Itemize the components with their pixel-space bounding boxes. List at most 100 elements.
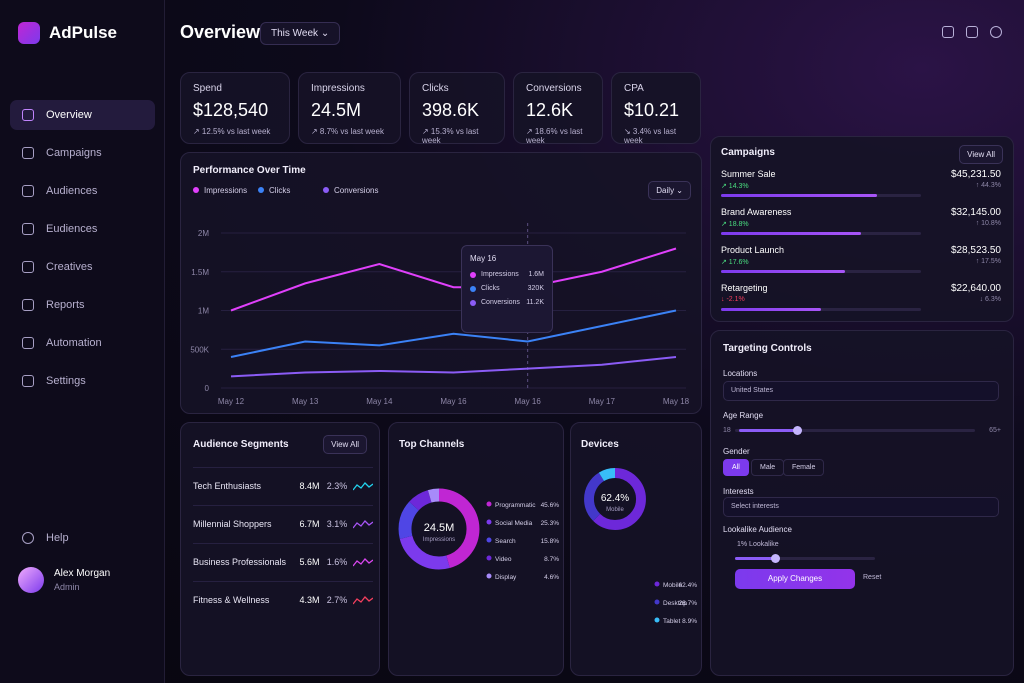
campaign-secondary: ↑ 44.3% bbox=[975, 182, 1001, 189]
gender-option[interactable]: Female bbox=[783, 459, 825, 476]
campaign-progress-fill bbox=[721, 270, 845, 273]
view-all-button[interactable]: View All bbox=[323, 435, 367, 454]
performance-panel: Performance Over Time Daily ⌄ 0 500K 1M 1.5… bbox=[180, 152, 702, 414]
y-tick-label: 2M bbox=[198, 229, 209, 238]
campaign-progress bbox=[721, 308, 921, 311]
location-select[interactable]: United States bbox=[723, 381, 999, 401]
field-label: Gender bbox=[723, 447, 750, 456]
nav-icon bbox=[22, 337, 34, 349]
page-title: Overview bbox=[180, 22, 261, 42]
campaign-amount: $32,145.00 bbox=[950, 207, 1001, 218]
legend-dot bbox=[486, 573, 492, 579]
nav-item[interactable]: Creatives bbox=[10, 252, 155, 282]
x-tick-label: May 14 bbox=[366, 397, 393, 406]
kpi-value: $128,540 bbox=[193, 100, 269, 120]
nav-item[interactable]: Campaigns bbox=[10, 138, 155, 168]
legend-dot bbox=[486, 501, 492, 507]
campaign-progress-fill bbox=[721, 308, 821, 311]
help-link[interactable]: Help bbox=[22, 532, 69, 544]
user[interactable]: Alex Morgan Admin bbox=[18, 567, 110, 593]
legend-label: Mobile bbox=[663, 582, 683, 589]
gender-option[interactable]: Male bbox=[751, 459, 785, 476]
messages-icon[interactable] bbox=[966, 26, 978, 38]
segment-row[interactable]: Business Professionals 5.6M 1.6% bbox=[193, 543, 373, 579]
gender-option[interactable]: All bbox=[723, 459, 749, 476]
segment-size: 5.6M bbox=[299, 556, 320, 567]
campaign-row[interactable]: Summer Sale $45,231.50 ↗ 14.3% ↑ 44.3% bbox=[721, 169, 1001, 209]
campaign-name: Retargeting bbox=[721, 283, 768, 293]
campaign-secondary: ↓ 6.3% bbox=[979, 296, 1001, 303]
legend-dot bbox=[193, 187, 199, 193]
kpi-value: 398.6K bbox=[422, 100, 480, 120]
segment-row[interactable]: Tech Enthusiasts 8.4M 2.3% bbox=[193, 467, 373, 503]
donut-chart: Programmatic 45.6% Social Media 25.3% Search… bbox=[398, 488, 559, 581]
nav-item[interactable]: Audiences bbox=[10, 176, 155, 206]
tooltip-row: Clicks 320K bbox=[470, 285, 544, 292]
legend-label: Desktop bbox=[663, 600, 687, 607]
interests-select[interactable]: Select interests bbox=[723, 497, 999, 517]
apply-button[interactable]: Apply Changes bbox=[735, 569, 855, 589]
tooltip-date: May 16 bbox=[470, 254, 497, 263]
campaign-row[interactable]: Brand Awareness $32,145.00 ↗ 18.8% ↑ 10.8% bbox=[721, 207, 1001, 247]
notifications-icon[interactable] bbox=[942, 26, 954, 38]
nav-label: Settings bbox=[46, 375, 86, 387]
lookalike-slider[interactable] bbox=[735, 554, 875, 563]
nav-label: Audiences bbox=[46, 185, 98, 197]
kpi-change: ↗ 18.6% vs last week bbox=[526, 127, 583, 145]
campaign-amount: $45,231.50 bbox=[950, 169, 1001, 180]
kpi-label: Conversions bbox=[526, 83, 582, 94]
nav-icon bbox=[22, 223, 34, 235]
nav-item[interactable]: Settings bbox=[10, 366, 155, 396]
tooltip-value: 11.2K bbox=[526, 299, 544, 306]
legend-dot bbox=[486, 555, 492, 561]
x-tick-label: May 16 bbox=[515, 397, 542, 406]
segment-row[interactable]: Fitness & Wellness 4.3M 2.7% bbox=[193, 581, 373, 617]
period-select[interactable]: This Week ⌄ bbox=[260, 22, 341, 45]
campaign-change: ↗ 14.3% bbox=[721, 183, 749, 190]
nav-item[interactable]: Reports bbox=[10, 290, 155, 320]
field-label: Age Range bbox=[723, 411, 764, 420]
center-value: 62.4% bbox=[601, 493, 629, 504]
field-label: Lookalike Audience bbox=[723, 525, 792, 534]
age-slider[interactable] bbox=[735, 426, 975, 435]
campaign-secondary: ↑ 17.5% bbox=[975, 258, 1001, 265]
kpi-change: ↘ 3.4% vs last week bbox=[624, 127, 677, 145]
nav-item[interactable]: Eudiences bbox=[10, 214, 155, 244]
targeting-panel: Targeting Controls Locations United Stat… bbox=[710, 330, 1014, 676]
x-tick-label: May 16 bbox=[440, 397, 467, 406]
brand: AdPulse bbox=[18, 22, 117, 44]
donut-segment bbox=[398, 488, 480, 570]
button-label: Apply Changes bbox=[767, 574, 823, 583]
sparkline-path bbox=[353, 481, 373, 490]
legend-dot bbox=[323, 187, 329, 193]
reset-button[interactable]: Reset bbox=[863, 574, 881, 581]
campaign-row[interactable]: Retargeting $22,640.00 ↓ -2.1% ↓ 6.3% bbox=[721, 283, 1001, 323]
campaign-change: ↗ 17.6% bbox=[721, 259, 749, 266]
segment-name: Business Professionals bbox=[193, 556, 287, 567]
sparkline-path bbox=[353, 519, 373, 528]
granularity-select[interactable]: Daily ⌄ bbox=[648, 181, 691, 200]
brand-name: AdPulse bbox=[49, 23, 118, 42]
sidebar: AdPulse Overview Campaigns Audiences Eudien… bbox=[0, 0, 165, 683]
nav-label: Automation bbox=[46, 337, 102, 349]
legend-dot bbox=[654, 599, 660, 605]
nav-item[interactable]: Overview bbox=[10, 100, 155, 130]
tooltip-value: 320K bbox=[527, 285, 544, 292]
profile-icon[interactable] bbox=[990, 26, 1002, 38]
segment-rate: 2.7% bbox=[326, 594, 348, 605]
sparkline bbox=[353, 557, 373, 566]
segment-name: Millennial Shoppers bbox=[193, 518, 272, 529]
view-all-button[interactable]: View All bbox=[959, 145, 1003, 164]
campaign-row[interactable]: Product Launch $28,523.50 ↗ 17.6% ↑ 17.5% bbox=[721, 245, 1001, 285]
nav-icon bbox=[22, 185, 34, 197]
nav-item[interactable]: Automation bbox=[10, 328, 155, 358]
channels-panel: Top Channels Programmatic 45.6% Social Med… bbox=[388, 422, 564, 676]
sparkline-path bbox=[353, 557, 373, 566]
sparkline bbox=[353, 519, 373, 528]
button-label: Reset bbox=[863, 574, 882, 581]
sparkline-path bbox=[353, 595, 373, 604]
legend-value: 28.7% bbox=[679, 600, 698, 607]
segment-row[interactable]: Millennial Shoppers 6.7M 3.1% bbox=[193, 505, 373, 541]
